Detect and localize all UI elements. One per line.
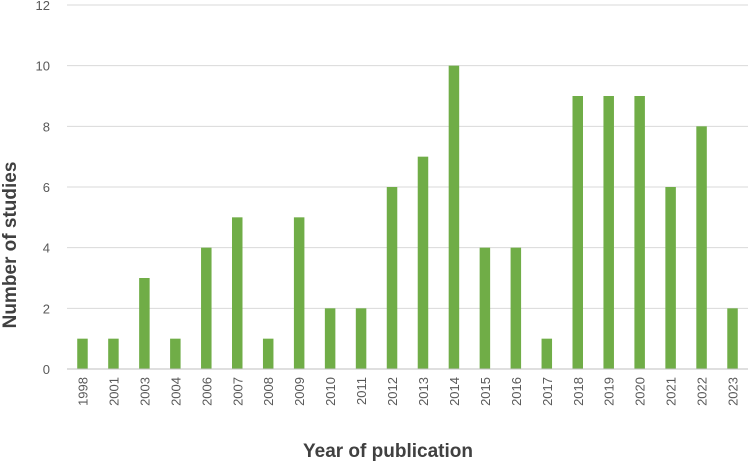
x-tick-label: 2006 <box>199 377 214 406</box>
bar-2006 <box>201 247 212 369</box>
x-tick-label: 2019 <box>602 377 617 406</box>
x-tick-label: 2022 <box>695 377 710 406</box>
bar-2008 <box>262 338 274 369</box>
x-tick-label: 2018 <box>571 377 586 406</box>
x-tick-label: 2017 <box>540 377 555 406</box>
bar-2022 <box>696 126 707 369</box>
bar-2003 <box>139 278 150 369</box>
x-tick-label: 2009 <box>292 377 307 406</box>
bar-2004 <box>170 338 181 369</box>
bar-2018 <box>572 96 583 369</box>
bar-2007 <box>232 217 243 369</box>
x-tick-label: 2011 <box>354 377 369 405</box>
x-axis-ticks: 1998 2001 2003 2004 2006 2007 2008 2009 2010 2011… <box>75 377 740 406</box>
bar-2010 <box>324 308 336 369</box>
x-tick-label: 1998 <box>75 377 90 406</box>
x-tick-label: 2013 <box>416 377 431 406</box>
x-axis-title: Year of publication <box>303 441 473 462</box>
x-tick-label: 2001 <box>106 377 121 406</box>
y-axis-title: Number of studies <box>0 162 21 329</box>
x-tick-label: 2008 <box>261 377 276 406</box>
bar-2021 <box>665 187 676 369</box>
bar-2012 <box>386 187 398 369</box>
bar-2019 <box>603 96 614 369</box>
bar-2011 <box>355 308 367 369</box>
y-tick-label: 4 <box>43 241 50 256</box>
bar-2015 <box>479 247 491 369</box>
bar-2009 <box>293 217 305 369</box>
bar-1998 <box>77 338 88 369</box>
y-tick-label: 12 <box>36 0 50 13</box>
y-tick-label: 2 <box>43 301 50 316</box>
bar-2016 <box>510 247 522 369</box>
x-tick-label: 2012 <box>385 377 400 406</box>
y-tick-label: 0 <box>43 362 50 377</box>
bar-2017 <box>541 338 553 369</box>
x-tick-label: 2010 <box>323 377 338 406</box>
gridlines <box>67 4 748 309</box>
y-tick-label: 8 <box>43 119 50 134</box>
x-tick-label: 2016 <box>509 377 524 406</box>
y-axis-ticks: 0 2 4 6 8 10 12 <box>36 0 50 377</box>
x-tick-label: 2020 <box>633 377 648 406</box>
x-tick-label: 2015 <box>478 377 493 406</box>
y-tick-label: 10 <box>36 59 50 74</box>
x-tick-label: 2014 <box>447 377 462 406</box>
x-tick-label: 2021 <box>664 377 679 406</box>
bar-2020 <box>634 96 645 369</box>
bar-2014 <box>448 65 460 370</box>
bars <box>77 65 738 370</box>
bar-2013 <box>417 156 429 369</box>
x-tick-label: 2004 <box>168 377 183 406</box>
x-tick-label: 2007 <box>230 377 245 406</box>
bar-2001 <box>108 338 119 369</box>
bar-2023 <box>727 308 738 369</box>
x-tick-label: 2023 <box>726 377 741 406</box>
x-tick-label: 2003 <box>137 377 152 406</box>
y-tick-label: 6 <box>43 180 50 195</box>
